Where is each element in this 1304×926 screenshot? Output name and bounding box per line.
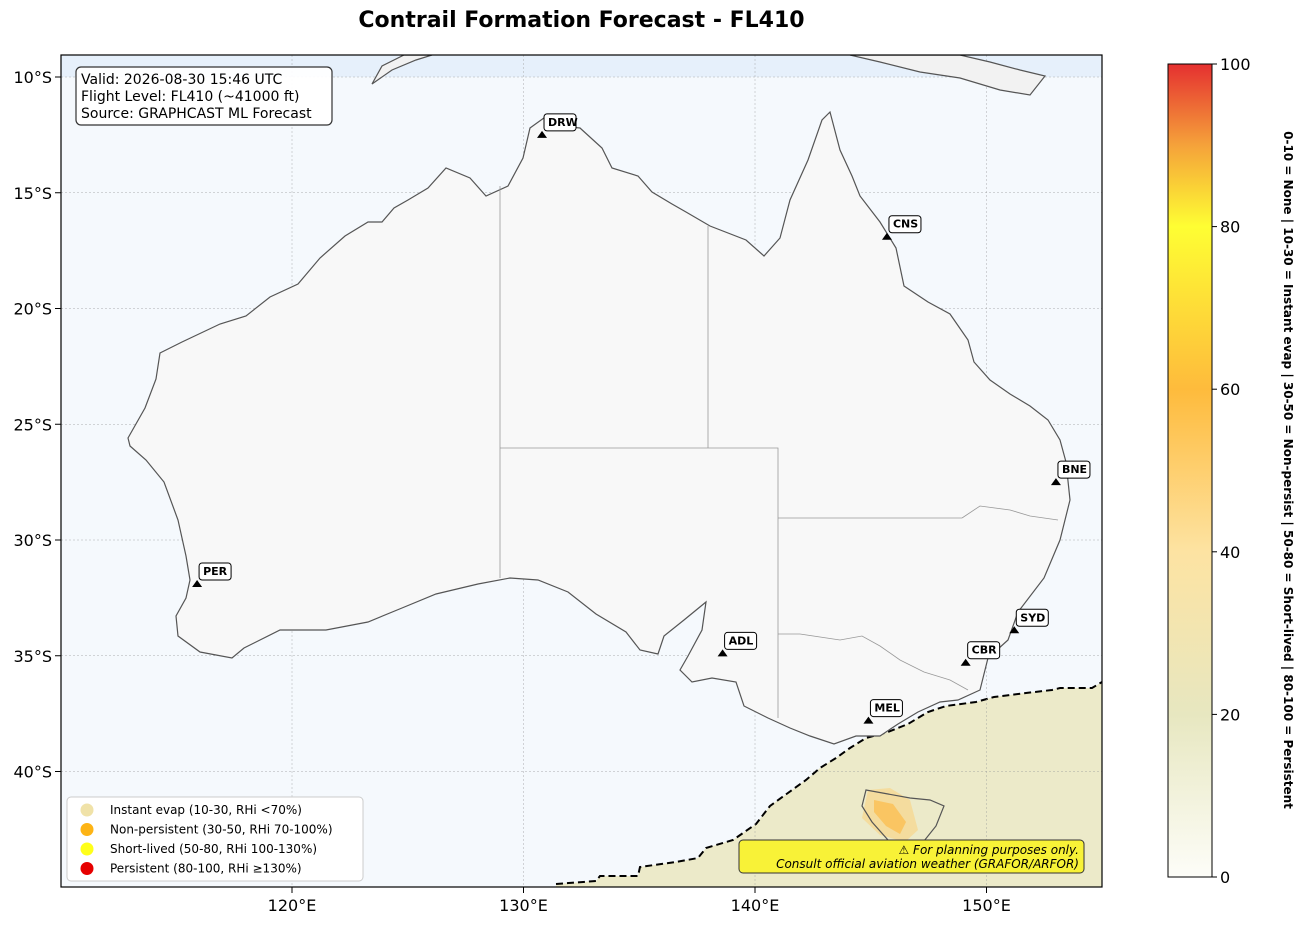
city-marker-cbr (960, 658, 971, 666)
city-label-per: PER (203, 565, 228, 578)
colorbar-ticks: 0 20 40 60 80 100 (1212, 55, 1251, 887)
colorbar: 0 20 40 60 80 100 0-10 = None | 10-30 = Insta… (1167, 55, 1295, 887)
warning-line-2: Consult official aviation weather (GRAFO… (776, 857, 1079, 871)
australia-mainland (127, 110, 1071, 745)
tasmania (861, 789, 945, 853)
city-marker-cns (881, 232, 892, 240)
colorbar-gradient (1167, 63, 1213, 878)
chart-title: Contrail Formation Forecast - FL410 (358, 8, 805, 33)
legend-entry-label: Instant evap (10-30, RHi <70%) (110, 803, 302, 817)
city-markers: DRW CNS BNE PER ADL SYD CBR MEL (192, 113, 1091, 724)
legend-entry-label: Non-persistent (30-50, RHi 70-100%) (110, 823, 333, 837)
lon-tick-label: 130°E (499, 896, 548, 915)
legend-swatch (80, 823, 94, 836)
colorbar-tick-label: 20 (1220, 705, 1240, 724)
contrail-region (556, 682, 1102, 887)
city-label-box (543, 113, 577, 132)
city-marker-syd (1009, 626, 1020, 634)
warning-line-1: ⚠ For planning purposes only. (899, 843, 1079, 857)
legend-swatch (80, 862, 94, 875)
colorbar-tick-label: 100 (1220, 55, 1251, 74)
city-label-drw: DRW (548, 116, 578, 129)
lon-tick-label: 120°E (268, 896, 317, 915)
colorbar-tick-label: 80 (1220, 218, 1240, 237)
lat-tick-label: 20°S (13, 300, 52, 319)
latitude-ticks: 10°S 15°S 20°S 25°S 30°S 35°S 40°S (13, 68, 61, 782)
legend-entry-label: Short-lived (50-80, RHi 100-130%) (110, 842, 317, 856)
timor-island (371, 55, 433, 85)
city-label-mel: MEL (874, 702, 899, 715)
colorbar-tick-label: 40 (1220, 543, 1240, 562)
city-label-box (198, 562, 232, 581)
info-flight-level: Flight Level: FL410 (~41000 ft) (81, 89, 300, 105)
city-marker-bne (1050, 478, 1061, 486)
legend-swatch (80, 803, 94, 817)
city-label-adl: ADL (729, 634, 754, 647)
contrail-boundary (555, 681, 1102, 885)
new-guinea (849, 55, 1047, 96)
lon-tick-label: 140°E (731, 896, 780, 915)
colorbar-tick-label: 60 (1220, 380, 1240, 399)
info-box: Valid: 2026-08-30 15:46 UTC Flight Level… (75, 66, 333, 126)
city-marker-adl (717, 649, 728, 657)
city-label-bne: BNE (1062, 463, 1087, 476)
lat-tick-label: 35°S (13, 647, 52, 666)
map-frame (60, 54, 1103, 888)
lat-tick-label: 30°S (13, 531, 52, 550)
city-label-box (888, 215, 922, 234)
city-label-box (967, 641, 1001, 660)
city-label-box (724, 631, 758, 650)
legend: Instant evap (10-30, RHi <70%) Non-persis… (66, 796, 364, 882)
warning-box: ⚠ For planning purposes only. Consult of… (738, 839, 1085, 874)
legend-swatch (80, 842, 94, 856)
contrail-hot-patch (874, 800, 906, 834)
colorbar-tick-label: 0 (1220, 868, 1230, 887)
lat-tick-label: 10°S (13, 68, 52, 87)
city-label-cbr: CBR (972, 644, 997, 657)
lat-tick-label: 40°S (13, 763, 52, 782)
lat-tick-label: 15°S (13, 184, 52, 203)
city-marker-per (192, 579, 203, 587)
longitude-ticks: 120°E 130°E 140°E 150°E (268, 887, 1011, 915)
city-label-box (869, 699, 903, 718)
lon-tick-label: 150°E (962, 896, 1011, 915)
legend-entry-label: Persistent (80-100, RHi ≥130%) (110, 862, 302, 876)
city-label-cns: CNS (893, 218, 918, 231)
city-label-box (1057, 460, 1091, 479)
lat-tick-label: 25°S (13, 415, 52, 434)
city-label-syd: SYD (1020, 611, 1045, 624)
info-source: Source: GRAPHCAST ML Forecast (81, 106, 312, 122)
state-borders (499, 186, 1059, 718)
city-marker-mel (863, 716, 874, 724)
colorbar-label: 0-10 = None | 10-30 = Instant evap | 30-… (1281, 131, 1295, 809)
city-label-box (1015, 608, 1049, 627)
city-marker-drw (537, 130, 548, 138)
info-valid: Valid: 2026-08-30 15:46 UTC (81, 72, 282, 88)
